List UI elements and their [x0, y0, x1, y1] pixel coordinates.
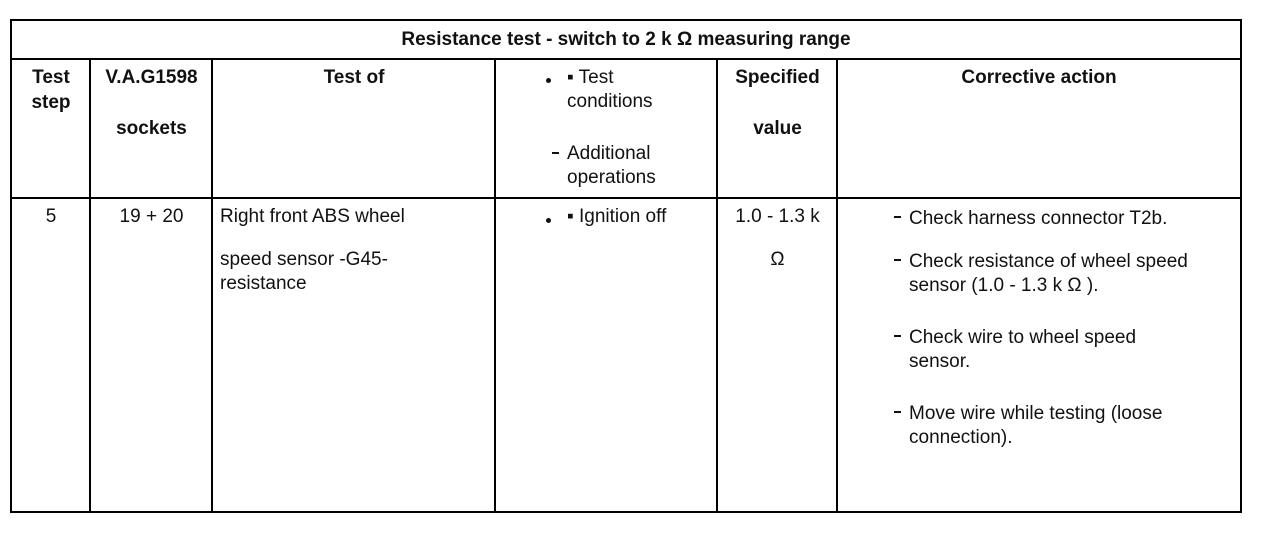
header-cell: conditions [567, 91, 653, 112]
cell: 1.0 - 1.3 k [735, 206, 820, 227]
header-cell: Additional [567, 143, 651, 164]
header-cell: operations [567, 167, 656, 188]
border [10, 19, 1242, 21]
action: Check resistance of wheel speed [909, 251, 1188, 272]
header-cell: value [753, 118, 802, 139]
border [10, 511, 1242, 513]
action: Move wire while testing (loose [909, 403, 1163, 424]
header-cell: step [31, 92, 71, 113]
action: Check wire to wheel speed [909, 327, 1137, 348]
header-cell: Corrective action [961, 67, 1117, 88]
dash [552, 152, 559, 154]
col-line [211, 58, 213, 513]
header-cell: Test of [323, 67, 385, 88]
action: sensor (1.0 - 1.3 k Ω ). [909, 275, 1099, 296]
row-line [10, 197, 1242, 199]
table-title: Resistance test - switch to 2 k Ω measur… [401, 29, 851, 50]
action: sensor. [909, 351, 971, 372]
cell: Right front ABS wheel [220, 206, 405, 227]
action: Check harness connector T2b. [909, 208, 1168, 229]
col-line [716, 58, 718, 513]
border [1240, 19, 1242, 513]
col-line [494, 58, 496, 513]
border [10, 19, 12, 513]
cell: 19 + 20 [119, 206, 184, 227]
dash [894, 335, 901, 337]
header-cell: Test [32, 67, 70, 88]
action: connection). [909, 427, 1013, 448]
header-cell: sockets [116, 118, 187, 139]
col-line [836, 58, 838, 513]
cell: 5 [45, 206, 57, 227]
dash [894, 216, 901, 218]
bullet [546, 218, 551, 223]
row-line [10, 58, 1242, 60]
dash [894, 411, 901, 413]
header-cell: Specified [735, 67, 820, 88]
cell: speed sensor -G45- [220, 249, 388, 270]
header-cell: V.A.G1598 [105, 67, 198, 88]
col-line [89, 58, 91, 513]
cell: Ω [770, 249, 785, 270]
bullet [546, 78, 551, 83]
dash [894, 259, 901, 261]
cell: resistance [220, 273, 307, 294]
cell: ▪ Ignition off [567, 206, 667, 227]
header-cell: ▪ Test [567, 67, 614, 88]
